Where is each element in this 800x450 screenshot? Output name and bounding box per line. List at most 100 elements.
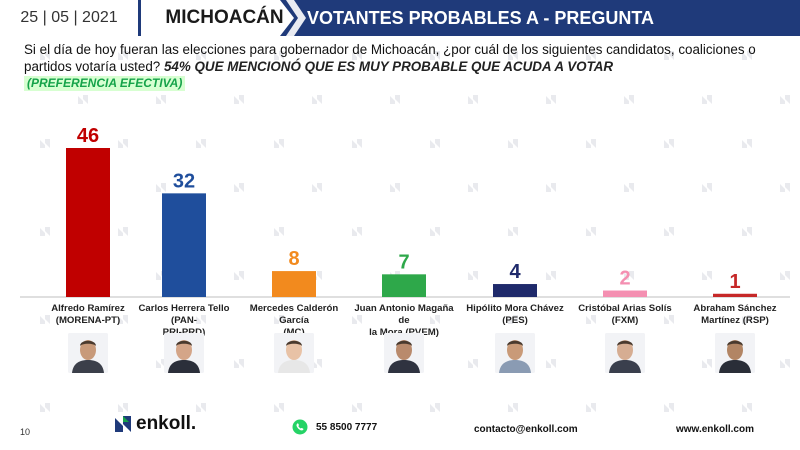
watermark-mark [196,315,206,324]
watermark-mark [196,51,206,60]
candidate-name-line: Juan Antonio Magaña de [354,303,454,326]
watermark-mark [390,95,400,104]
watermark-mark [586,315,596,324]
watermark-mark [274,315,284,324]
candidate-name-line: Alfredo Ramírez [51,303,125,314]
watermark-mark [664,403,674,412]
watermark-mark [430,227,440,236]
watermark-mark [742,315,752,324]
watermark-mark [742,51,752,60]
watermark-mark [196,139,206,148]
bar [382,274,426,297]
candidate-name-line: (PES) [502,315,528,326]
watermark-mark [40,139,50,148]
bar-value-label: 8 [288,248,299,270]
candidate-name-line: la Mora (PVEM) [369,327,439,338]
portrait-icon [715,333,755,373]
watermark-mark [352,51,362,60]
watermark-mark [468,183,478,192]
watermark-mark [508,51,518,60]
watermark-mark [118,51,128,60]
portrait-icon [274,333,314,373]
whatsapp-icon [292,419,308,435]
candidate-name-line: Martínez (RSP) [701,315,769,326]
date-label: 25 | 05 | 2021 [0,0,138,36]
watermark-mark [118,139,128,148]
watermark-mark [664,315,674,324]
watermark-mark [234,359,244,368]
watermark-mark [546,95,556,104]
watermark-mark [468,271,478,280]
candidate-name-line: Abraham Sánchez [693,303,777,314]
watermark-mark [352,227,362,236]
watermark-mark [118,403,128,412]
watermark-mark [586,403,596,412]
watermark-mark [508,403,518,412]
watermark-mark [546,359,556,368]
enkoll-logo: enkoll. [113,413,196,435]
watermark-mark [508,315,518,324]
watermark-mark [702,95,712,104]
question-highlight: 54% QUE MENCIONÓ QUE ES MUY PROBABLE QUE… [163,59,614,74]
watermark-mark [196,403,206,412]
watermark-mark [312,359,322,368]
candidate-photo [605,333,645,373]
bar [272,271,316,297]
watermark-mark [274,51,284,60]
watermark-mark [430,315,440,324]
watermark-mark [118,315,128,324]
watermark-mark [40,315,50,324]
page-number: 10 [20,427,31,437]
watermark-mark [468,359,478,368]
bar [603,290,647,297]
watermark-mark [702,271,712,280]
candidate-name-label: Cristóbal Arias Solís (FXM) [570,303,680,327]
watermark-mark [430,403,440,412]
preference-label: (PREFERENCIA EFECTIVA) [24,76,186,91]
watermark-mark [40,403,50,412]
enkoll-logo-icon [115,416,131,432]
bar-value-label: 2 [619,268,630,290]
candidate-photo [164,333,204,373]
watermark-mark [702,359,712,368]
bar-value-label: 1 [729,271,740,293]
email-link[interactable]: contacto@enkoll.com [474,424,578,435]
watermark-mark [390,183,400,192]
bar-value-label: 4 [509,261,521,283]
watermark-mark [742,139,752,148]
watermark-mark [352,403,362,412]
watermark-mark [742,227,752,236]
portrait-icon [495,333,535,373]
candidate-name-line: Carlos Herrera Tello (PAN- [138,303,230,326]
bar [493,284,537,297]
watermark-mark [702,183,712,192]
watermark-mark [468,95,478,104]
watermark-mark [234,183,244,192]
watermark-mark [664,227,674,236]
bar [713,293,757,297]
portrait-icon [164,333,204,373]
watermark-mark [780,95,790,104]
bar-value-label: 46 [77,125,99,147]
candidate-photo [715,333,755,373]
portrait-icon [384,333,424,373]
bar-value-label: 32 [173,170,195,192]
watermark-mark [664,139,674,148]
watermark-mark [546,271,556,280]
candidate-name-line: (MC) [239,327,349,339]
watermark-mark [274,227,284,236]
candidate-name-line: Cristóbal Arias Solís (FXM) [578,303,672,326]
watermark-mark [430,139,440,148]
watermark-mark [508,139,518,148]
watermark-mark [78,95,88,104]
candidate-photo [274,333,314,373]
phone-contact: 55 8500 7777 [292,419,377,435]
watermark-mark [742,403,752,412]
candidate-name-line: PRI-PRD) [129,327,239,339]
watermark-mark [40,227,50,236]
watermark-mark [586,227,596,236]
website-link[interactable]: www.enkoll.com [676,424,754,435]
watermark-mark [664,51,674,60]
watermark-mark [234,95,244,104]
